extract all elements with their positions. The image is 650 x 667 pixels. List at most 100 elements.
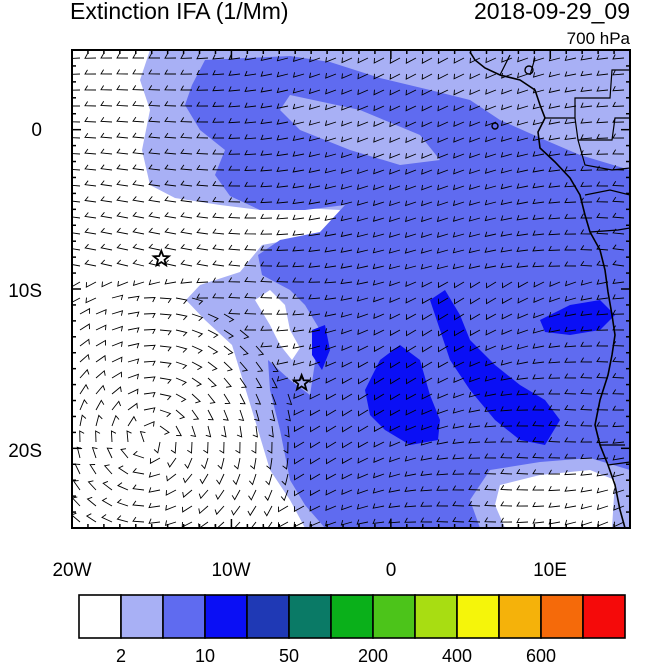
wind-barb: [111, 414, 120, 427]
wind-barb: [196, 117, 209, 123]
wind-barb: [231, 505, 241, 516]
wind-barb: [84, 259, 97, 267]
wind-barb: [255, 345, 265, 356]
wind-barb: [564, 150, 577, 156]
wind-barb: [453, 89, 465, 96]
wind-barb: [244, 197, 257, 203]
wind-barb: [373, 457, 385, 464]
wind-barb: [244, 181, 257, 187]
wind-barb: [143, 420, 155, 427]
wind-barb: [276, 359, 289, 365]
wind-barb: [223, 345, 234, 356]
wind-barb: [356, 503, 369, 510]
wind-barb: [324, 520, 337, 527]
wind-barb: [326, 441, 337, 449]
wind-barb: [406, 345, 417, 353]
star-marker: [291, 372, 312, 392]
wind-barb: [485, 57, 497, 64]
wind-barb: [357, 361, 369, 369]
wind-barb: [79, 399, 88, 411]
wind-barb: [454, 297, 465, 305]
wind-barb: [228, 86, 241, 92]
wind-barb: [102, 480, 113, 491]
wind-barb: [517, 72, 529, 79]
wind-barb: [148, 101, 161, 107]
wind-barb: [388, 502, 401, 509]
wind-barb: [501, 329, 513, 336]
wind-barb: [340, 199, 353, 206]
wind-barb: [516, 120, 529, 126]
wind-barb: [292, 135, 305, 142]
wind-barb: [436, 232, 449, 238]
wind-barb: [159, 425, 170, 435]
wind-barb: [596, 389, 609, 395]
wind-barb: [469, 329, 481, 337]
wind-barb: [580, 197, 593, 203]
wind-barb: [612, 244, 625, 251]
wind-barb: [132, 85, 145, 91]
wind-barb: [292, 246, 305, 252]
wind-barb: [148, 53, 160, 59]
wind-barb: [72, 149, 81, 155]
wind-barb: [452, 423, 465, 429]
wind-barb: [164, 132, 177, 139]
wind-barb: [404, 232, 417, 238]
wind-barb: [580, 150, 593, 156]
wind-barb: [596, 357, 609, 363]
wind-barb: [308, 294, 321, 300]
wind-barb: [580, 470, 593, 476]
wind-barb: [453, 73, 465, 80]
wind-barb: [453, 121, 465, 128]
wind-barb: [247, 505, 257, 517]
wind-barb: [255, 361, 264, 372]
wind-barb: [196, 196, 209, 203]
wind-barb: [308, 344, 321, 350]
wind-barb: [284, 425, 290, 438]
wind-barb: [357, 457, 369, 464]
colorbar-label: 10: [195, 646, 215, 666]
wind-barb: [484, 391, 497, 397]
wind-barb: [373, 152, 385, 159]
wind-barb: [239, 329, 250, 340]
wind-barb: [516, 437, 529, 443]
wind-barb: [516, 328, 529, 335]
wind-barb: [437, 57, 449, 64]
wind-barb: [244, 277, 257, 283]
wind-barb: [532, 182, 545, 189]
wind-barb: [164, 116, 177, 123]
wind-barb: [132, 468, 145, 475]
wind-barb: [468, 376, 481, 383]
wind-barb: [276, 376, 289, 382]
wind-barb: [280, 489, 289, 502]
wind-barb: [292, 262, 305, 268]
wind-barb: [404, 471, 417, 477]
wind-barb: [309, 409, 321, 417]
wind-barb: [596, 373, 609, 379]
wind-barb: [164, 101, 177, 107]
wind-barb: [357, 168, 369, 175]
wind-barb: [596, 260, 609, 267]
wind-barb: [421, 377, 433, 385]
wind-barb: [196, 164, 209, 171]
wind-barb: [453, 57, 465, 64]
wind-barb: [103, 464, 113, 475]
wind-barb: [389, 73, 401, 80]
wind-barb: [406, 329, 417, 337]
wind-barb: [501, 88, 513, 95]
wind-barb: [87, 480, 97, 491]
wind-barb: [309, 505, 321, 512]
wind-barb: [340, 168, 353, 174]
wind-barb: [292, 214, 305, 220]
wind-barb: [500, 247, 513, 253]
wind-barb: [421, 200, 433, 207]
wind-barb: [72, 57, 81, 59]
wind-barb: [612, 212, 625, 219]
wind-barb: [580, 245, 593, 251]
wind-barb: [452, 263, 465, 270]
wind-barb: [548, 373, 561, 379]
wind-barb: [485, 313, 497, 321]
wind-barb: [468, 407, 481, 413]
wind-barb: [310, 473, 321, 481]
wind-barb: [148, 164, 161, 171]
wind-barb: [132, 500, 145, 507]
